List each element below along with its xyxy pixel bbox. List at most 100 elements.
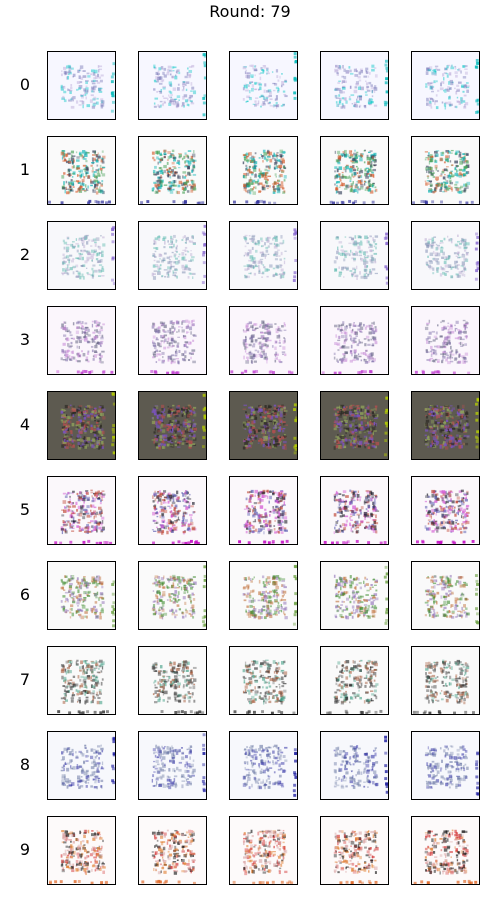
pixel-mark [173, 98, 176, 103]
pixel-mark [153, 105, 157, 108]
pixel-mark [431, 445, 435, 447]
pixel-mark [172, 344, 174, 347]
pixel-mark [245, 72, 249, 75]
pixel-mark [440, 249, 444, 253]
pixel-mark [348, 167, 353, 171]
pixel-mark [249, 429, 253, 432]
pixel-mark [351, 411, 355, 414]
pixel-mark [357, 235, 361, 239]
pixel-mark [75, 424, 79, 427]
pixel-mark [253, 323, 258, 326]
pixel-mark [185, 264, 188, 269]
pixel-mark [372, 182, 375, 185]
pixel-mark [166, 346, 170, 349]
pixel-mark [424, 443, 428, 446]
pixel-mark [337, 67, 341, 69]
pixel-mark [431, 440, 434, 444]
pixel-mark [84, 94, 87, 97]
pixel-mark [267, 239, 270, 243]
pixel-mark [68, 259, 71, 264]
pixel-mark [436, 427, 439, 430]
pixel-mark [260, 67, 263, 70]
pixel-mark [186, 71, 189, 76]
pixel-mark [451, 266, 456, 268]
pixel-mark [436, 246, 440, 250]
edge-mark [111, 94, 115, 98]
pixel-mark [67, 349, 69, 352]
pixel-mark [257, 182, 260, 186]
pixel-mark [373, 414, 377, 418]
pixel-mark [160, 158, 162, 163]
pixel-mark [263, 344, 266, 347]
pixel-mark [67, 71, 71, 74]
pixel-mark [267, 175, 272, 178]
pixel-mark [360, 169, 364, 174]
pixel-mark [62, 239, 65, 243]
pixel-mark [156, 90, 159, 93]
pixel-mark [371, 422, 375, 426]
pixel-mark [440, 246, 444, 250]
pixel-mark [68, 99, 72, 102]
pixel-mark [359, 186, 364, 190]
pixel-mark [99, 357, 102, 362]
pixel-mark [248, 264, 253, 268]
pixel-mark [443, 341, 447, 344]
pixel-mark [85, 91, 88, 95]
pixel-mark [153, 241, 157, 245]
pixel-mark [153, 64, 156, 69]
pixel-mark [370, 356, 374, 360]
sample-image [47, 391, 116, 460]
pixel-mark [354, 74, 359, 77]
pixel-mark [161, 103, 165, 107]
pixel-mark [183, 188, 187, 191]
pixel-mark [181, 157, 184, 161]
pixel-mark [336, 343, 340, 346]
pixel-mark [354, 268, 357, 272]
edge-mark [202, 250, 206, 254]
pixel-mark [350, 336, 352, 338]
pixel-mark [427, 255, 429, 258]
pixel-mark [99, 422, 102, 427]
pixel-mark [465, 252, 469, 256]
pixel-mark [371, 344, 375, 347]
pixel-mark [174, 444, 177, 447]
pixel-mark [261, 429, 266, 433]
pixel-mark [370, 235, 372, 238]
pixel-mark [341, 80, 343, 85]
pixel-mark [243, 157, 247, 161]
pixel-mark [85, 444, 89, 447]
pixel-mark [84, 336, 88, 341]
pixel-mark [429, 185, 433, 187]
pixel-mark [152, 276, 157, 280]
pixel-mark [429, 85, 433, 89]
pixel-mark [273, 407, 277, 410]
pixel-mark [246, 100, 249, 103]
pixel-mark [266, 330, 271, 332]
pixel-mark [339, 179, 342, 182]
pixel-mark [192, 411, 196, 414]
edge-mark [203, 61, 206, 65]
pixel-mark [98, 269, 102, 272]
pixel-mark [359, 271, 361, 275]
pixel-mark [335, 425, 339, 428]
pixel-mark [464, 258, 469, 263]
pixel-mark [90, 73, 93, 76]
pixel-mark [272, 267, 276, 270]
pixel-mark [71, 165, 74, 169]
pixel-mark [91, 410, 94, 414]
pixel-mark [62, 85, 66, 90]
pixel-mark [246, 414, 250, 417]
pixel-mark [272, 89, 276, 92]
pixel-mark [442, 168, 445, 172]
edge-mark [321, 371, 325, 374]
pixel-mark [461, 160, 466, 164]
pixel-mark [264, 168, 268, 171]
sample-image-content [412, 307, 479, 374]
pixel-mark [278, 164, 283, 169]
pixel-mark [93, 69, 98, 74]
pixel-mark [63, 416, 67, 419]
edge-mark [111, 443, 115, 447]
pixel-mark [356, 186, 359, 189]
pixel-mark [460, 84, 465, 88]
pixel-mark [374, 411, 376, 414]
